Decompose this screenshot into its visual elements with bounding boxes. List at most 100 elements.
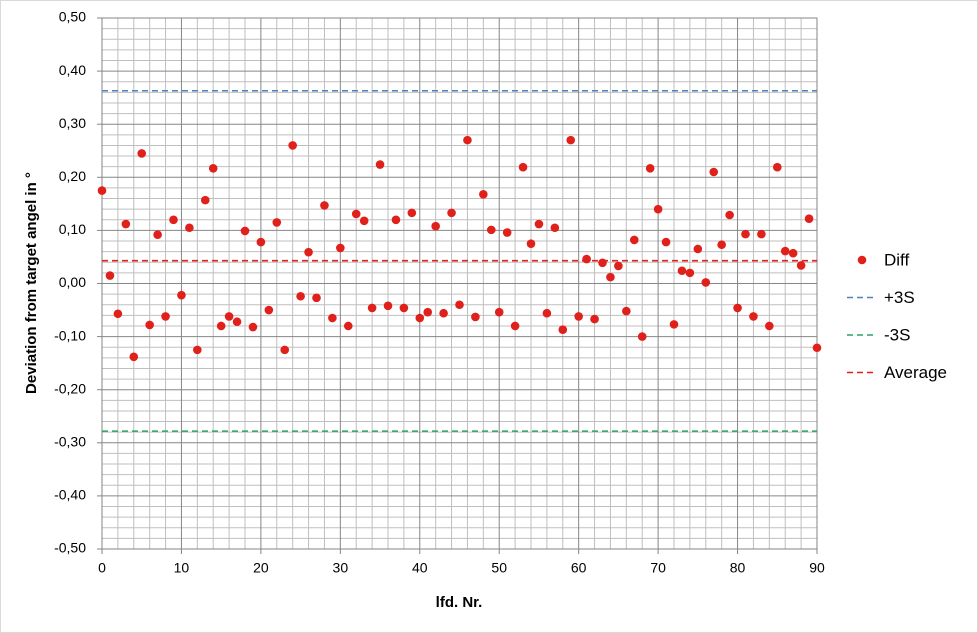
data-point: [328, 313, 337, 323]
y-tick-label: 0,10: [59, 221, 86, 237]
data-point: [447, 208, 456, 218]
data-point: [185, 223, 194, 233]
data-point: [224, 312, 234, 321]
x-tick-label: 30: [333, 560, 349, 576]
data-point: [661, 237, 671, 247]
data-point: [796, 261, 806, 270]
data-point: [677, 266, 687, 276]
data-point: [113, 309, 123, 319]
data-point: [502, 228, 512, 237]
data-point: [391, 215, 401, 225]
data-point: [145, 320, 154, 330]
data-point: [788, 248, 798, 258]
data-point: [757, 229, 766, 239]
data-point: [622, 306, 631, 316]
data-point: [804, 214, 814, 224]
data-point: [280, 345, 290, 355]
data-point: [248, 322, 258, 332]
data-point: [208, 163, 218, 173]
data-point: [606, 272, 615, 282]
data-point: [153, 230, 162, 239]
data-point: [137, 149, 147, 158]
data-point: [320, 201, 329, 210]
data-point: [161, 312, 170, 321]
data-point: [232, 317, 242, 327]
data-point: [645, 163, 655, 173]
data-point: [709, 167, 719, 177]
legend-label: Diff: [884, 250, 909, 269]
data-point: [629, 235, 639, 245]
x-tick-label: 40: [412, 560, 428, 576]
x-tick-label: 0: [98, 560, 106, 576]
data-point: [121, 219, 131, 229]
data-point: [367, 303, 377, 313]
y-tick-label: 0,30: [59, 115, 86, 131]
x-tick-label: 10: [174, 560, 190, 576]
y-tick-label: -0,50: [54, 540, 86, 556]
data-point: [455, 300, 464, 310]
data-point: [288, 141, 297, 150]
data-point: [685, 268, 695, 278]
data-point: [780, 246, 790, 256]
data-point: [534, 219, 544, 229]
data-point: [582, 254, 591, 264]
data-point: [256, 237, 266, 247]
data-point: [772, 162, 782, 172]
data-point: [518, 162, 528, 172]
data-point: [566, 135, 576, 145]
legend-marker: [857, 255, 867, 265]
data-point: [749, 312, 758, 321]
data-point: [542, 308, 552, 318]
data-point: [439, 308, 448, 318]
data-point: [177, 290, 186, 300]
data-point: [701, 278, 711, 287]
data-point: [272, 218, 282, 227]
data-point: [590, 314, 599, 324]
data-point: [383, 301, 393, 311]
data-point: [725, 210, 734, 220]
data-point: [653, 204, 663, 214]
x-tick-label: 80: [730, 560, 746, 576]
y-tick-label: 0,20: [59, 168, 86, 184]
data-point: [193, 345, 202, 355]
data-point: [375, 160, 385, 169]
y-axis-title: Deviation from target angel in °: [23, 172, 40, 394]
data-point: [312, 293, 321, 303]
data-point: [415, 313, 425, 323]
data-point: [479, 189, 488, 199]
y-tick-label: -0,20: [54, 380, 86, 396]
y-tick-label: -0,40: [54, 487, 86, 503]
legend-label: -3S: [884, 325, 910, 344]
data-point: [693, 244, 703, 254]
legend-label: +3S: [884, 288, 915, 307]
data-point: [423, 307, 433, 317]
data-point: [669, 320, 679, 329]
data-point: [216, 321, 226, 331]
x-tick-label: 20: [253, 560, 269, 576]
x-tick-label: 50: [491, 560, 507, 576]
y-tick-label: 0,50: [59, 9, 86, 25]
data-point: [129, 352, 139, 362]
data-point: [741, 229, 750, 239]
data-point: [264, 305, 274, 315]
x-tick-label: 60: [571, 560, 587, 576]
data-point: [558, 325, 568, 334]
data-point: [296, 291, 305, 301]
data-point: [510, 321, 520, 331]
data-point: [336, 243, 345, 253]
y-tick-label: -0,10: [54, 327, 86, 343]
data-point: [614, 261, 623, 271]
data-point: [343, 321, 353, 331]
legend-label: Average: [884, 363, 947, 382]
data-point: [240, 226, 250, 236]
data-point: [399, 303, 409, 313]
data-point: [97, 186, 107, 195]
data-point: [169, 215, 178, 225]
y-tick-label: 0,40: [59, 62, 86, 78]
data-point: [598, 258, 607, 268]
data-point: [812, 343, 822, 353]
data-point: [550, 223, 560, 233]
data-point: [637, 332, 647, 341]
